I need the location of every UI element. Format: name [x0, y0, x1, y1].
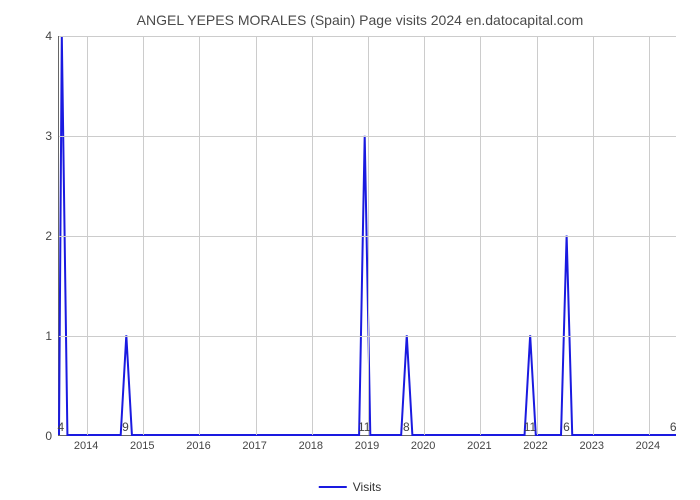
peak-label: 4 — [57, 420, 64, 434]
grid-line-v — [593, 36, 594, 435]
grid-line-v — [368, 36, 369, 435]
grid-line-v — [87, 36, 88, 435]
x-tick-label: 2017 — [242, 440, 266, 452]
x-tick-label: 2021 — [467, 440, 491, 452]
chart-container: ANGEL YEPES MORALES (Spain) Page visits … — [40, 12, 680, 457]
x-tick-label: 2022 — [523, 440, 547, 452]
grid-line-v — [480, 36, 481, 435]
x-tick-label: 2020 — [411, 440, 435, 452]
grid-line-v — [537, 36, 538, 435]
legend-label: Visits — [353, 480, 381, 494]
peak-label: 11 — [524, 420, 536, 434]
peak-label: 9 — [122, 420, 129, 434]
grid-line-v — [199, 36, 200, 435]
plot-area — [58, 36, 676, 436]
y-tick-label: 3 — [45, 129, 52, 143]
grid-line-v — [143, 36, 144, 435]
grid-line-v — [256, 36, 257, 435]
x-tick-label: 2014 — [74, 440, 98, 452]
peak-label: 11 — [358, 420, 370, 434]
y-tick-label: 2 — [45, 229, 52, 243]
y-tick-label: 0 — [45, 429, 52, 443]
x-tick-label: 2019 — [355, 440, 379, 452]
y-tick-label: 1 — [45, 329, 52, 343]
peak-label: 8 — [403, 420, 410, 434]
grid-line-v — [312, 36, 313, 435]
grid-line-v — [424, 36, 425, 435]
y-tick-label: 4 — [45, 29, 52, 43]
x-tick-label: 2015 — [130, 440, 154, 452]
x-tick-label: 2024 — [636, 440, 660, 452]
x-tick-label: 2018 — [299, 440, 323, 452]
legend: Visits — [319, 480, 381, 494]
chart-title: ANGEL YEPES MORALES (Spain) Page visits … — [40, 12, 680, 28]
peak-label: 6 — [563, 420, 570, 434]
legend-swatch — [319, 486, 347, 488]
x-tick-label: 2023 — [579, 440, 603, 452]
peak-label: 6 — [670, 420, 677, 434]
x-tick-label: 2016 — [186, 440, 210, 452]
grid-line-v — [649, 36, 650, 435]
